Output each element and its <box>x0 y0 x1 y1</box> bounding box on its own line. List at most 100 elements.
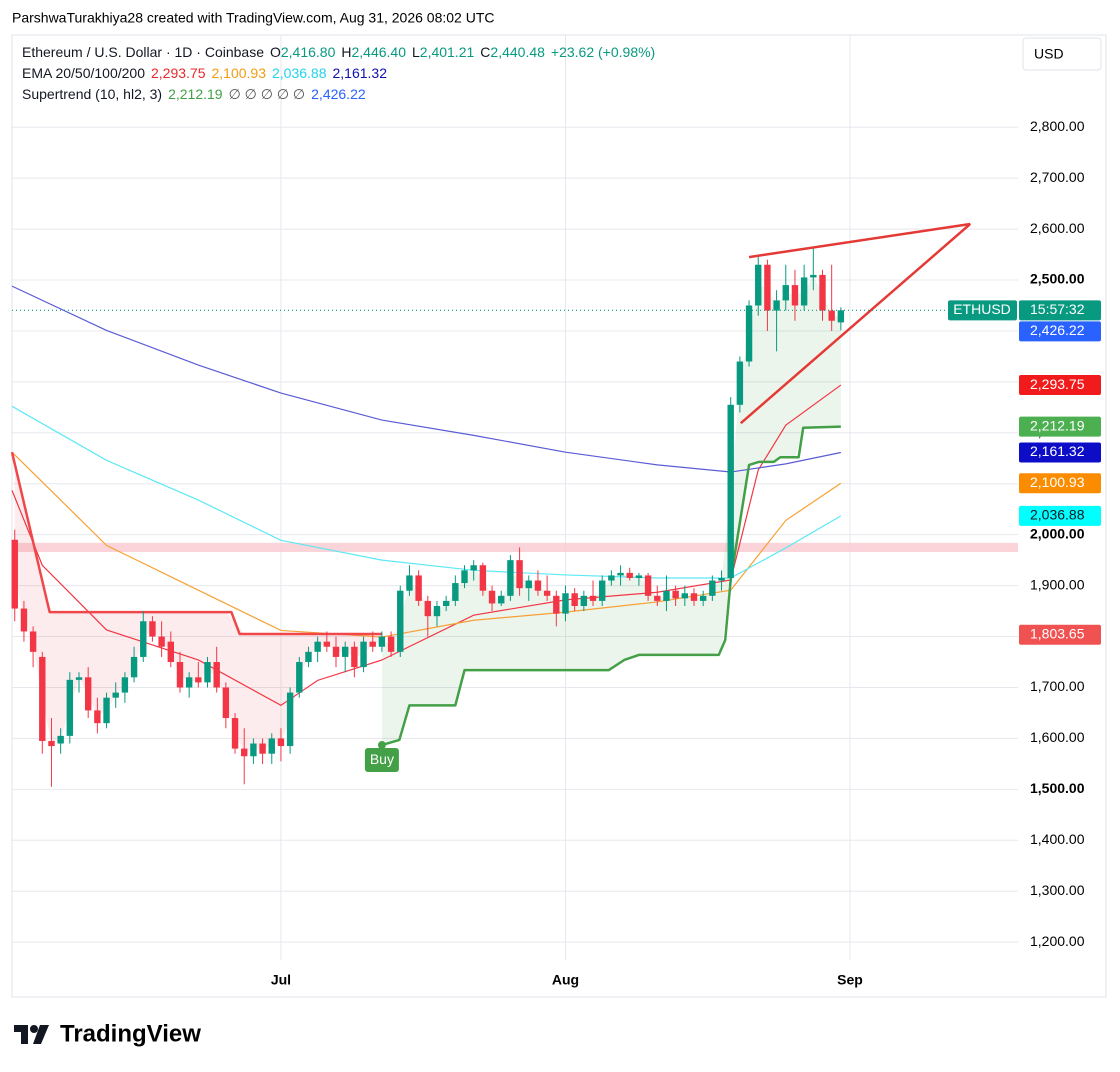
candle-body <box>204 662 211 683</box>
candle-body <box>654 595 661 601</box>
y-tick-label: 1,400.00 <box>1030 831 1085 847</box>
trend-fill <box>14 463 382 753</box>
candle-body <box>369 641 376 647</box>
candle-body <box>57 735 64 744</box>
candle-body <box>387 636 395 652</box>
candle-body <box>397 590 404 652</box>
candle-body <box>75 677 83 680</box>
y-tick-label: 2,800.00 <box>1030 118 1085 134</box>
y-tick-label: 1,700.00 <box>1030 678 1085 694</box>
candle-body <box>277 738 285 747</box>
candle-body <box>433 605 441 617</box>
indicator-value: 2,100.93 <box>211 65 267 81</box>
candle-body <box>185 677 193 688</box>
candle-body <box>745 305 753 362</box>
candle-body <box>341 646 349 657</box>
countdown: 15:57:32 <box>1030 301 1085 317</box>
attribution: ParshwaTurakhiya28 created with TradingV… <box>12 10 495 26</box>
price-badge <box>1019 416 1101 437</box>
price-badge-label: 2,212.19 <box>1030 417 1085 433</box>
legend-ema: EMA 20/50/100/200 2,293.75 2,100.93 2,036.8… <box>22 65 387 81</box>
ohlc-item: O2,416.80 <box>270 44 335 60</box>
logo-text: TradingView <box>60 1020 201 1047</box>
currency-box[interactable] <box>1022 37 1102 71</box>
candle-body <box>810 274 817 278</box>
candle-body <box>112 692 119 698</box>
candle-body <box>323 641 331 647</box>
trend-line <box>739 223 972 425</box>
candle-body <box>543 590 551 596</box>
candle-body <box>39 656 46 741</box>
candle-body <box>828 310 835 321</box>
price-badge <box>1019 505 1101 526</box>
candle-body <box>525 580 532 589</box>
ohlc-item: L2,401.21 <box>412 44 474 60</box>
ohlc-value: 2,401.21 <box>419 44 475 60</box>
chart-frame <box>11 34 1107 998</box>
y-tick-label: 1,900.00 <box>1030 576 1085 592</box>
symbol: Ethereum / U.S. Dollar · 1D · Coinbase <box>22 44 264 60</box>
price-badge <box>1019 624 1101 645</box>
candle-body <box>332 646 340 657</box>
candle-body <box>48 740 55 747</box>
trend-fill <box>381 276 841 746</box>
ohlc-item: C2,440.48 <box>480 44 545 60</box>
candle-body <box>681 593 689 599</box>
candle-body <box>488 590 496 604</box>
candle-body <box>121 677 129 693</box>
trend-line <box>748 222 971 259</box>
legend-supertrend: Supertrend (10, hl2, 3) 2,212.19 ∅ ∅ ∅ ∅ ∅… <box>22 86 366 103</box>
candle-body <box>791 285 799 306</box>
candle-body <box>103 697 110 724</box>
x-tick-label: Jul <box>271 972 291 988</box>
indicator-name: Supertrend (10, hl2, 3) <box>22 86 163 102</box>
candle-body <box>516 560 523 589</box>
candle-body <box>718 577 725 581</box>
candle-body <box>305 651 312 663</box>
indicator-value: 2,036.88 <box>272 65 327 81</box>
candle-body <box>406 575 413 591</box>
signal-label: Buy <box>370 751 394 767</box>
x-tick-label: Aug <box>552 972 579 988</box>
candle-body <box>626 572 633 578</box>
indicator-value: 2,161.32 <box>332 65 388 81</box>
candle-body <box>314 641 321 652</box>
y-tick-label: 2,500.00 <box>1030 271 1085 287</box>
ohlc-value: 2,446.40 <box>351 44 407 60</box>
logo-icon <box>14 1025 49 1044</box>
candle-body <box>84 677 92 711</box>
currency[interactable]: USD <box>1034 46 1064 62</box>
y-tick-label: 1,300.00 <box>1030 882 1085 898</box>
price-badge-label: 2,293.75 <box>1030 376 1085 392</box>
candle-body <box>250 743 257 757</box>
y-tick-label: 2,000.00 <box>1030 525 1085 541</box>
candle-body <box>213 662 220 688</box>
candle-body <box>644 575 652 596</box>
candle-body <box>11 539 18 609</box>
indicator-value: 2,293.75 <box>151 65 206 81</box>
candle-body <box>498 595 505 604</box>
live-badge <box>948 300 1017 321</box>
candle-body <box>800 277 808 306</box>
candle-body <box>635 575 643 578</box>
candle-body <box>424 600 432 617</box>
supertrend-line <box>10 451 382 636</box>
ema-line <box>11 285 841 473</box>
price-badge <box>1019 375 1101 396</box>
legend-symbol: Ethereum / U.S. Dollar · 1D · Coinbase O… <box>22 44 655 60</box>
candle-body <box>415 575 422 601</box>
candle-body <box>241 748 248 757</box>
ema-line <box>11 384 842 707</box>
candle-body <box>158 636 165 647</box>
change: +23.62 (+0.98%) <box>550 44 656 60</box>
candle-body <box>755 264 762 306</box>
signal-marker <box>377 741 386 750</box>
candle-body <box>672 590 679 599</box>
candle-body <box>580 595 588 606</box>
ema-line <box>11 405 842 579</box>
candle-body <box>296 662 303 693</box>
price-badge-label: 2,100.93 <box>1030 474 1085 490</box>
candle-body <box>782 285 789 301</box>
candle-body <box>442 600 450 606</box>
